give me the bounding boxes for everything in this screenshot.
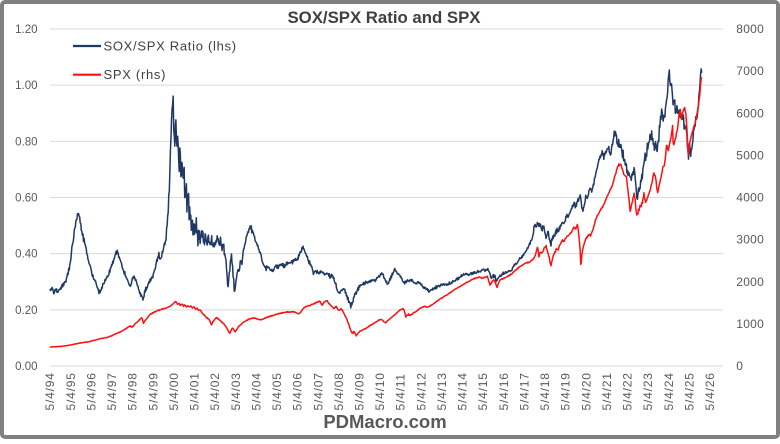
svg-text:5/4/20: 5/4/20 [579,372,593,410]
svg-text:5/4/02: 5/4/02 [208,372,222,410]
svg-text:5/4/16: 5/4/16 [497,372,511,410]
svg-text:5/4/05: 5/4/05 [270,372,284,410]
svg-text:5/4/26: 5/4/26 [703,372,717,410]
svg-text:4000: 4000 [736,191,764,205]
svg-text:5/4/22: 5/4/22 [621,372,635,410]
svg-text:1000: 1000 [736,317,764,331]
svg-text:5/4/11: 5/4/11 [394,373,408,410]
svg-text:5/4/21: 5/4/21 [600,372,614,410]
svg-text:5/4/04: 5/4/04 [249,372,263,410]
svg-text:5/4/07: 5/4/07 [311,372,325,410]
svg-text:5/4/95: 5/4/95 [64,372,78,410]
svg-text:SPX (rhs): SPX (rhs) [104,67,167,82]
svg-text:5/4/25: 5/4/25 [682,372,696,410]
svg-text:5/4/99: 5/4/99 [146,372,160,410]
svg-text:5/4/00: 5/4/00 [167,372,181,410]
svg-text:5/4/98: 5/4/98 [126,372,140,410]
svg-text:5/4/03: 5/4/03 [229,372,243,410]
svg-text:5/4/19: 5/4/19 [559,372,573,410]
svg-text:5/4/23: 5/4/23 [641,372,655,410]
svg-text:5/4/17: 5/4/17 [517,372,531,410]
svg-text:5/4/09: 5/4/09 [353,372,367,410]
svg-text:0.20: 0.20 [15,305,37,317]
svg-text:5/4/94: 5/4/94 [43,372,57,410]
svg-text:5/4/12: 5/4/12 [414,372,428,410]
svg-text:5/4/97: 5/4/97 [105,372,119,410]
svg-text:5/4/06: 5/4/06 [291,372,305,410]
svg-text:5000: 5000 [736,148,764,162]
svg-text:PDMacro.com: PDMacro.com [323,411,446,432]
svg-text:SOX/SPX Ratio and SPX: SOX/SPX Ratio and SPX [287,8,481,27]
svg-text:7000: 7000 [736,64,764,78]
svg-text:5/4/96: 5/4/96 [84,372,98,410]
svg-text:5/4/14: 5/4/14 [456,372,470,410]
svg-text:3000: 3000 [736,233,764,247]
svg-text:5/4/15: 5/4/15 [476,372,490,410]
svg-text:5/4/01: 5/4/01 [188,372,202,410]
svg-text:0.00: 0.00 [15,361,37,373]
svg-text:0: 0 [736,359,743,373]
svg-text:5/4/13: 5/4/13 [435,372,449,410]
svg-text:0.80: 0.80 [15,136,37,148]
svg-text:5/4/10: 5/4/10 [373,372,387,410]
svg-text:6000: 6000 [736,106,764,120]
svg-text:1.00: 1.00 [15,80,37,92]
svg-text:0.60: 0.60 [15,193,37,205]
svg-text:5/4/24: 5/4/24 [662,372,676,410]
svg-text:5/4/18: 5/4/18 [538,372,552,410]
svg-text:2000: 2000 [736,275,764,289]
svg-text:0.40: 0.40 [15,249,37,261]
svg-text:1.20: 1.20 [15,24,37,36]
svg-text:SOX/SPX Ratio (lhs): SOX/SPX Ratio (lhs) [104,39,237,54]
svg-text:5/4/08: 5/4/08 [332,372,346,410]
svg-text:8000: 8000 [736,22,764,36]
